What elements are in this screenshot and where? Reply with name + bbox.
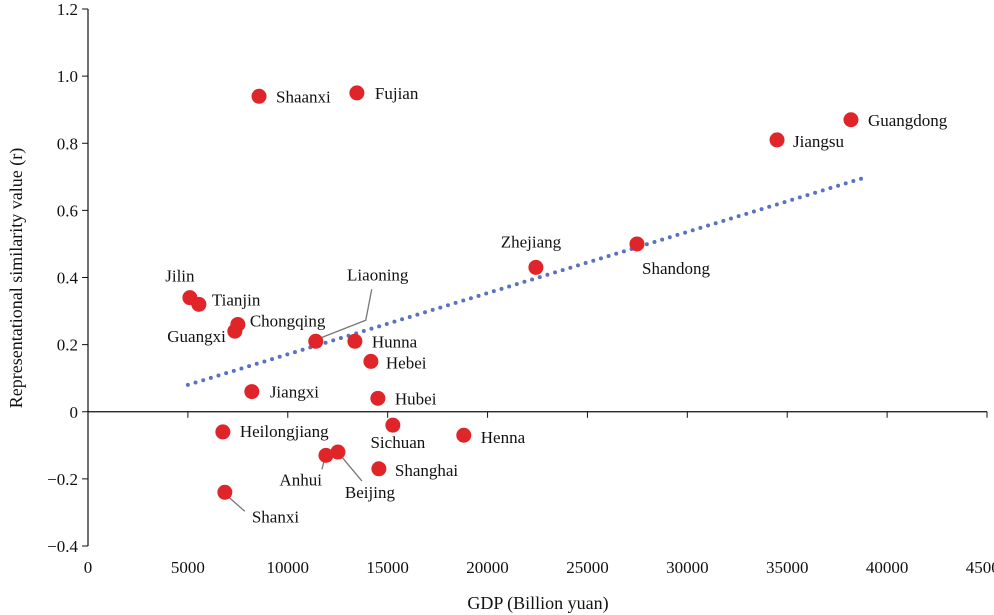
x-tick-label: 45000 — [966, 558, 994, 577]
point-shanghai — [371, 461, 387, 477]
point-liaoning — [308, 333, 324, 349]
label-heilongjiang: Heilongjiang — [240, 422, 329, 441]
y-tick-label: 0 — [70, 403, 79, 422]
x-tick-label: 25000 — [566, 558, 609, 577]
y-axis-title: Representational similarity value (r) — [6, 148, 27, 408]
label-henna: Henna — [481, 428, 526, 447]
point-hubei — [370, 390, 386, 406]
x-tick-label: 35000 — [766, 558, 809, 577]
leader-line-beijing — [341, 456, 363, 482]
x-tick-label: 15000 — [366, 558, 409, 577]
label-hubei: Hubei — [395, 389, 437, 408]
point-jiangxi — [244, 384, 260, 400]
point-sichuan — [385, 417, 401, 433]
label-jilin: Jilin — [165, 267, 195, 286]
label-liaoning: Liaoning — [347, 265, 409, 284]
point-shanxi — [217, 484, 233, 500]
label-guangxi: Guangxi — [167, 327, 226, 346]
label-hebei: Hebei — [386, 353, 427, 372]
label-jiangxi: Jiangxi — [270, 383, 319, 402]
label-shaanxi: Shaanxi — [276, 87, 331, 106]
y-tick-label: 0.4 — [57, 269, 79, 288]
y-tick-label: −0.2 — [47, 470, 78, 489]
x-tick-label: 10000 — [267, 558, 310, 577]
trendline — [185, 174, 870, 387]
point-hunna — [347, 333, 363, 349]
y-tick-label: 1.0 — [57, 67, 78, 86]
label-guangdong: Guangdong — [868, 111, 948, 130]
point-fujian — [349, 85, 365, 101]
point-labels: Shaanxi Fujian Guangdong Jiangsu Zhejiang Sha… — [165, 84, 948, 526]
label-shanxi: Shanxi — [252, 507, 300, 526]
point-henna — [456, 427, 472, 443]
point-shaanxi — [251, 88, 267, 104]
y-tick-label: 1.2 — [57, 0, 78, 19]
label-anhui: Anhui — [279, 470, 322, 489]
x-tick-label: 5000 — [171, 558, 205, 577]
axes: −0.4 −0.2 0 0.2 0.4 0.6 0.8 1.0 1.2 0 5000 10000 150… — [47, 0, 994, 577]
leader-line-anhui — [321, 461, 325, 470]
point-guangdong — [843, 112, 859, 128]
leader-line-shanxi — [228, 496, 246, 512]
label-chongqing: Chongqing — [250, 311, 326, 330]
x-tick-label: 20000 — [466, 558, 509, 577]
y-tick-label: 0.6 — [57, 201, 78, 220]
trendline-path — [185, 174, 870, 387]
point-beijing — [330, 444, 346, 460]
point-anhui — [318, 447, 334, 463]
leader-lines — [228, 289, 373, 512]
point-tianjin — [191, 296, 207, 312]
label-fujian: Fujian — [375, 84, 419, 103]
x-tick-label: 40000 — [866, 558, 909, 577]
point-heilongjiang — [215, 424, 231, 440]
data-points — [182, 85, 859, 500]
y-tick-label: 0.2 — [57, 336, 78, 355]
label-beijing: Beijing — [345, 483, 396, 502]
x-tick-label: 0 — [84, 558, 93, 577]
label-zhejiang: Zhejiang — [501, 232, 562, 251]
label-shanghai: Shanghai — [395, 461, 459, 480]
leader-line-liaoning — [319, 289, 373, 339]
x-tick-label: 30000 — [666, 558, 709, 577]
x-axis-title: GDP (Billion yuan) — [467, 593, 608, 614]
point-hebei — [363, 353, 379, 369]
point-jiangsu — [769, 132, 785, 148]
label-tianjin: Tianjin — [212, 290, 261, 309]
point-guangxi — [227, 323, 243, 339]
point-shandong — [629, 236, 645, 252]
y-tick-label: −0.4 — [47, 537, 78, 556]
label-sichuan: Sichuan — [370, 433, 425, 452]
label-hunna: Hunna — [372, 332, 418, 351]
y-tick-label: 0.8 — [57, 134, 78, 153]
point-zhejiang — [528, 259, 544, 275]
label-shandong: Shandong — [642, 259, 711, 278]
label-jiangsu: Jiangsu — [793, 132, 845, 151]
